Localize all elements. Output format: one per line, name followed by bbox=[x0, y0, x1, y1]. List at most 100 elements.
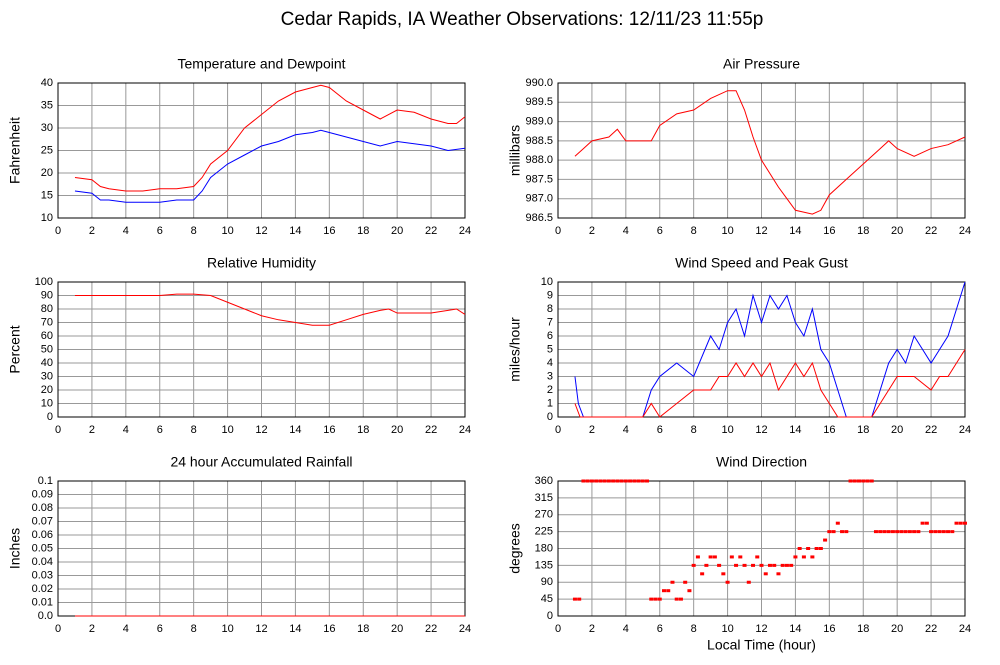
data-point bbox=[941, 530, 946, 534]
data-point bbox=[725, 580, 730, 584]
data-point bbox=[729, 555, 734, 559]
data-point bbox=[835, 521, 840, 525]
y-tick-label: 70 bbox=[41, 316, 53, 328]
data-point bbox=[797, 547, 802, 550]
data-point bbox=[628, 479, 633, 483]
data-point bbox=[615, 479, 620, 483]
data-point bbox=[704, 563, 709, 567]
y-tick-label: 0 bbox=[547, 610, 553, 622]
x-tick-label: 6 bbox=[657, 424, 663, 436]
data-point bbox=[780, 563, 785, 567]
x-tick-label: 10 bbox=[721, 623, 733, 635]
x-tick-label: 20 bbox=[891, 623, 903, 635]
x-tick-label: 22 bbox=[425, 424, 437, 436]
data-point bbox=[886, 530, 891, 534]
data-point bbox=[806, 547, 811, 550]
data-point bbox=[594, 479, 599, 483]
x-tick-label: 20 bbox=[891, 225, 903, 237]
x-tick-label: 8 bbox=[691, 623, 697, 635]
data-point bbox=[784, 563, 789, 567]
data-point bbox=[814, 547, 819, 550]
y-tick-label: 50 bbox=[41, 343, 53, 355]
data-point bbox=[678, 597, 683, 601]
y-tick-label: 35 bbox=[41, 99, 53, 111]
x-tick-label: 24 bbox=[959, 225, 971, 237]
x-tick-label: 4 bbox=[123, 225, 129, 237]
plot-border bbox=[57, 281, 466, 418]
data-point bbox=[695, 555, 700, 559]
y-tick-label: 0.02 bbox=[32, 583, 53, 595]
x-tick-label: 22 bbox=[925, 424, 937, 436]
x-tick-label: 10 bbox=[721, 225, 733, 237]
x-tick-label: 24 bbox=[959, 623, 971, 635]
data-point bbox=[827, 530, 832, 534]
y-tick-label: 4 bbox=[547, 357, 553, 369]
page-title: Cedar Rapids, IA Weather Observations: 1… bbox=[281, 9, 764, 30]
x-tick-label: 10 bbox=[221, 424, 233, 436]
data-point bbox=[810, 555, 815, 559]
x-tick-label: 18 bbox=[857, 424, 869, 436]
data-point bbox=[708, 555, 713, 559]
x-tick-label: 24 bbox=[959, 424, 971, 436]
y-tick-label: 45 bbox=[541, 593, 553, 605]
plot-border bbox=[557, 480, 966, 617]
y-tick-label: 989.5 bbox=[525, 96, 553, 108]
data-point bbox=[933, 530, 938, 534]
x-tick-label: 18 bbox=[357, 225, 369, 237]
data-point bbox=[882, 530, 887, 534]
y-axis-label: millibars bbox=[507, 125, 523, 176]
data-point bbox=[937, 530, 942, 534]
x-tick-label: 4 bbox=[623, 424, 629, 436]
chart-title: Air Pressure bbox=[723, 56, 800, 72]
y-tick-label: 0.01 bbox=[32, 596, 53, 608]
y-tick-label: 20 bbox=[41, 384, 53, 396]
x-tick-label: 14 bbox=[289, 623, 301, 635]
data-point bbox=[623, 479, 628, 483]
y-axis-label: Percent bbox=[7, 325, 23, 373]
x-tick-label: 6 bbox=[157, 623, 163, 635]
data-point bbox=[865, 479, 870, 483]
x-tick-label: 24 bbox=[459, 623, 471, 635]
data-point bbox=[818, 547, 823, 550]
x-tick-label: 0 bbox=[555, 424, 561, 436]
x-tick-label: 18 bbox=[857, 225, 869, 237]
chart-title: Relative Humidity bbox=[207, 255, 316, 271]
x-tick-label: 12 bbox=[255, 424, 267, 436]
data-line bbox=[574, 90, 966, 215]
data-point bbox=[852, 479, 857, 483]
data-point bbox=[581, 479, 586, 483]
y-tick-label: 20 bbox=[41, 167, 53, 179]
data-point bbox=[700, 572, 705, 576]
y-tick-label: 0 bbox=[547, 411, 553, 423]
data-point bbox=[772, 563, 777, 567]
data-point bbox=[734, 563, 739, 567]
x-tick-label: 0 bbox=[555, 225, 561, 237]
y-tick-label: 15 bbox=[41, 189, 53, 201]
data-point bbox=[572, 597, 577, 601]
y-tick-label: 5 bbox=[547, 343, 553, 355]
data-line bbox=[74, 84, 466, 192]
data-point bbox=[598, 479, 603, 483]
y-tick-label: 315 bbox=[535, 492, 553, 504]
data-point bbox=[950, 530, 955, 534]
y-tick-label: 10 bbox=[41, 212, 53, 224]
plot-border bbox=[557, 82, 966, 219]
data-point bbox=[848, 479, 853, 483]
x-tick-label: 2 bbox=[89, 424, 95, 436]
y-tick-label: 0.07 bbox=[32, 515, 53, 527]
x-tick-label: 22 bbox=[425, 225, 437, 237]
data-line bbox=[574, 349, 966, 418]
y-tick-label: 40 bbox=[41, 77, 53, 89]
y-tick-label: 988.5 bbox=[525, 135, 553, 147]
data-point bbox=[606, 479, 611, 483]
data-point bbox=[890, 530, 895, 534]
data-point bbox=[873, 530, 878, 534]
y-tick-label: 80 bbox=[41, 303, 53, 315]
x-tick-label: 16 bbox=[323, 623, 335, 635]
x-tick-label: 6 bbox=[157, 225, 163, 237]
x-tick-label: 0 bbox=[55, 424, 61, 436]
y-tick-label: 0.06 bbox=[32, 529, 53, 541]
x-tick-label: 16 bbox=[323, 225, 335, 237]
data-point bbox=[657, 597, 662, 601]
